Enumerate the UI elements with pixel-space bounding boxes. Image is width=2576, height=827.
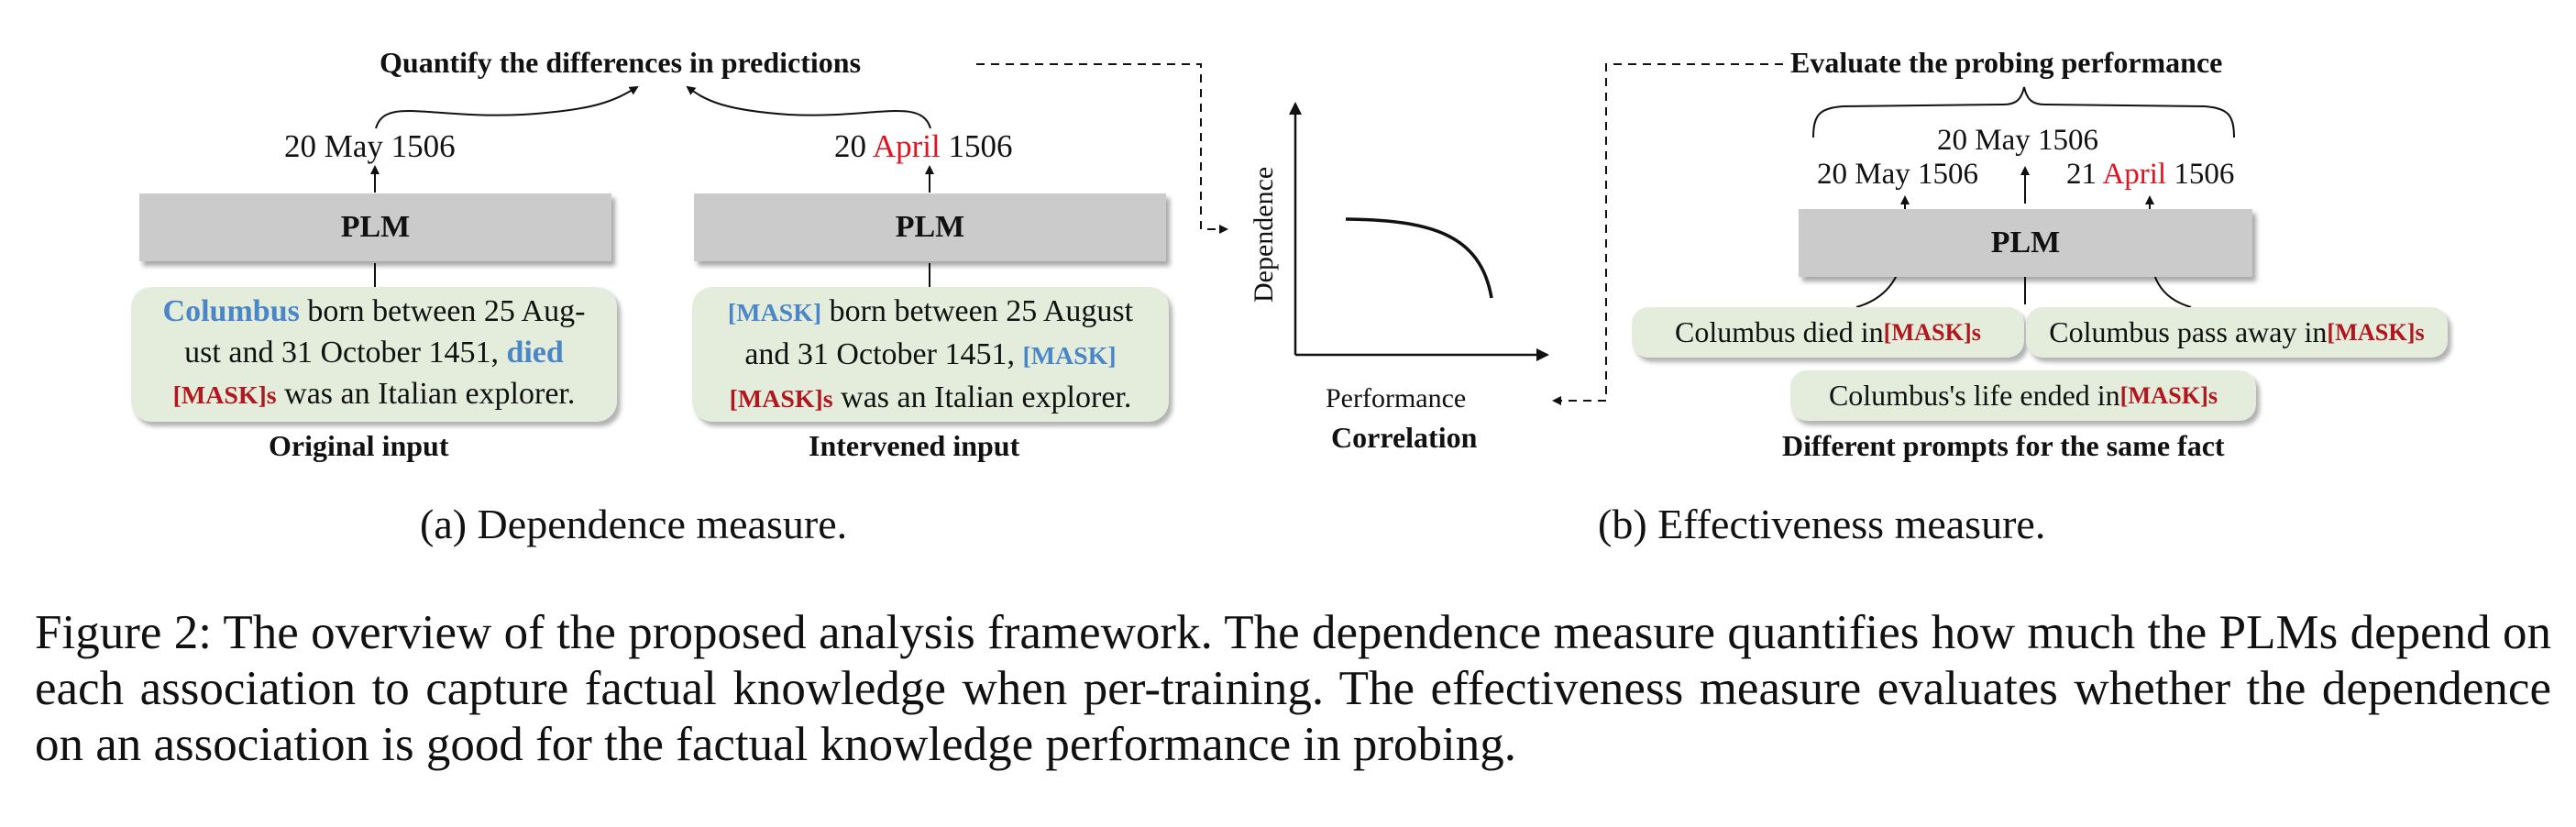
chart-xlabel: Performance: [1326, 383, 1467, 414]
quantify-label: Quantify the differences in predictions: [380, 46, 862, 79]
original-input-box: Columbus born between 25 Aug- ust and 31…: [131, 287, 617, 422]
original-prediction: 20 May 1506: [284, 128, 456, 164]
prompts-caption: Different prompts for the same fact: [1782, 429, 2225, 462]
left-prediction: 20 May 1506: [1817, 158, 1978, 191]
original-input-caption: Original input: [269, 429, 449, 462]
intervened-input-caption: Intervened input: [809, 429, 1020, 462]
prompt-box-2: Columbus pass away in [MASK]s: [2026, 307, 2448, 358]
plm-box-original: PLM: [139, 193, 611, 261]
prompt-box-1: Columbus died in [MASK]s: [1632, 307, 2024, 358]
center-prediction: 20 May 1506: [1937, 124, 2098, 157]
correlation-caption: Correlation: [1331, 421, 1478, 454]
subcaption-b: (b) Effectiveness measure.: [1598, 501, 2046, 547]
figure-caption: Figure 2: The overview of the proposed a…: [35, 606, 2551, 771]
intervened-prediction: 20 April 1506: [834, 128, 1013, 164]
subcaption-a: (a) Dependence measure.: [420, 501, 848, 547]
right-prediction: 21 April 1506: [2066, 158, 2235, 191]
chart-ylabel: Dependence: [1249, 166, 1279, 303]
plm-box-probing: PLM: [1799, 209, 2252, 277]
evaluate-label: Evaluate the probing performance: [1790, 46, 2223, 79]
intervened-input-box: [MASK] born between 25 August and 31 Oct…: [692, 287, 1169, 422]
plm-box-intervened: PLM: [694, 193, 1166, 261]
prompt-box-3: Columbus's life ended in [MASK]s: [1790, 370, 2256, 421]
